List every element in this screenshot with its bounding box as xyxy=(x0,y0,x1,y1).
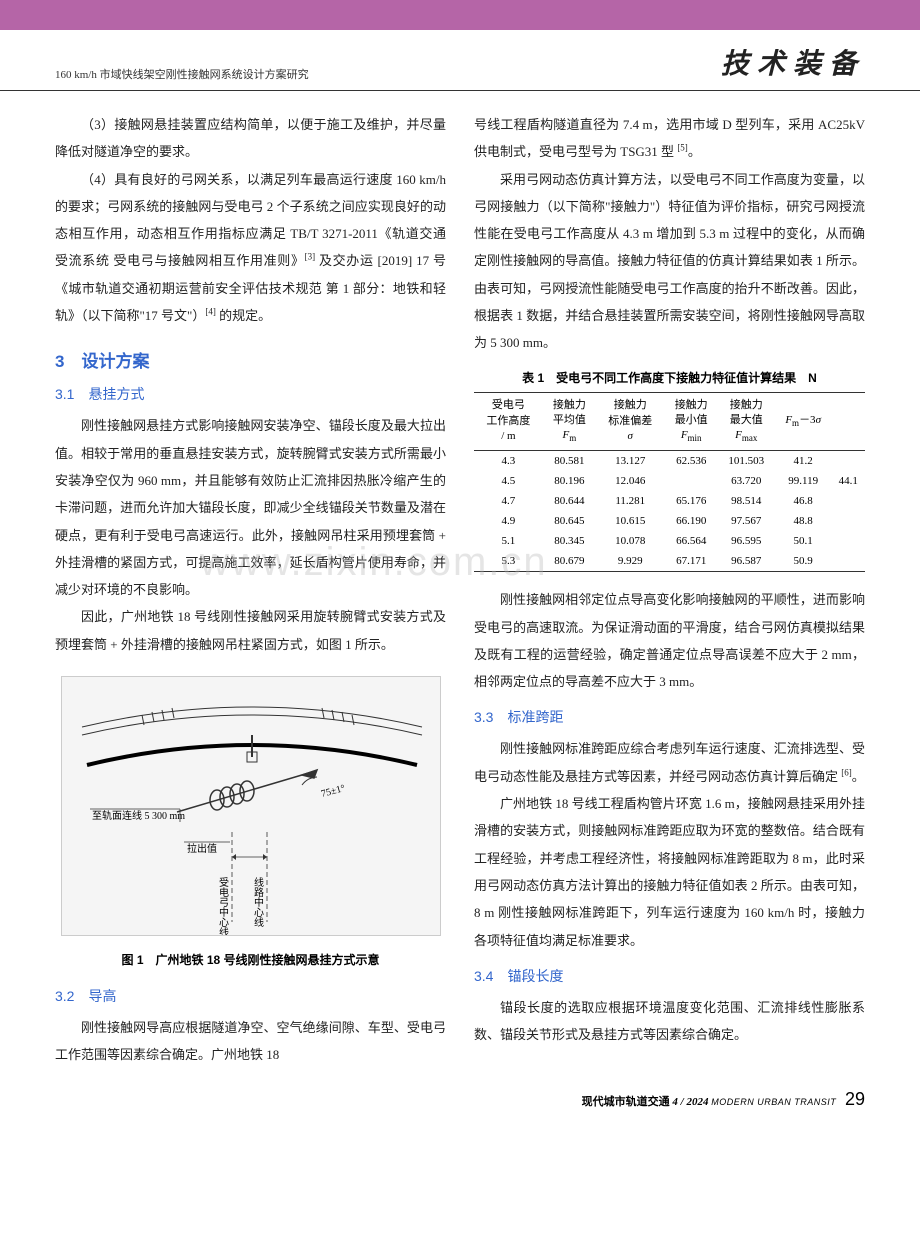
header-article-title: 160 km/h 市域快线架空刚性接触网系统设计方案研究 xyxy=(55,66,309,82)
table-row: 5.180.34510.07866.56496.59550.1 xyxy=(474,531,865,551)
figure-1-caption: 图 1 广州地铁 18 号线刚性接触网悬挂方式示意 xyxy=(55,951,446,968)
footer-page-number: 29 xyxy=(845,1089,865,1109)
page-header: 160 km/h 市域快线架空刚性接触网系统设计方案研究 技术装备 xyxy=(0,30,920,91)
subsection-3-1-title: 3.1 悬挂方式 xyxy=(55,384,446,404)
figure-1-container: 75±1° 至轨面连线 5 300 mm 拉出值 受电弓中心线 线路中心线 xyxy=(55,676,446,968)
footer-en: MODERN URBAN TRANSIT xyxy=(711,1097,836,1107)
subsection-3-4-title: 3.4 锚段长度 xyxy=(474,966,865,986)
para-4: （4）具有良好的弓网关系，以满足列车最高运行速度 160 km/h 的要求；弓网… xyxy=(55,166,446,330)
left-column: （3）接触网悬挂装置应结构简单，以便于施工及维护，并尽量降低对隧道净空的要求。 … xyxy=(55,111,446,1069)
table-row: 4.580.19612.04663.72099.11944.1 xyxy=(474,471,865,491)
para-3: （3）接触网悬挂装置应结构简单，以便于施工及维护，并尽量降低对隧道净空的要求。 xyxy=(55,111,446,166)
subsection-3-2-title: 3.2 导高 xyxy=(55,986,446,1006)
table-1-body: 4.380.58113.12762.536101.50341.2 4.580.1… xyxy=(474,451,865,572)
para-r3: 刚性接触网相邻定位点导高变化影响接触网的平顺性，进而影响受电弓的高速取流。为保证… xyxy=(474,586,865,695)
para-3-1-a: 刚性接触网悬挂方式影响接触网安装净空、锚段长度及最大拉出值。相较于常用的垂直悬挂… xyxy=(55,412,446,603)
page-footer: 现代城市轨道交通 4 / 2024 MODERN URBAN TRANSIT 2… xyxy=(0,1089,920,1125)
table-row: 4.780.64411.28165.17698.51446.8 xyxy=(474,491,865,511)
svg-text:线路中心线: 线路中心线 xyxy=(251,876,263,927)
footer-issue: 4 / 2024 xyxy=(672,1096,708,1108)
para-r4: 刚性接触网标准跨距应综合考虑列车运行速度、汇流排选型、受电弓动态性能及悬挂方式等… xyxy=(474,735,865,790)
table-1-caption: 表 1 受电弓不同工作高度下接触力特征值计算结果 N xyxy=(474,369,865,386)
subsection-3-3-title: 3.3 标准跨距 xyxy=(474,707,865,727)
para-3-1-b: 因此，广州地铁 18 号线刚性接触网采用旋转腕臂式安装方式及预埋套筒 + 外挂滑… xyxy=(55,603,446,658)
table-1: 受电弓 工作高度 / m 接触力 平均值 Fm 接触力 标准偏差 σ xyxy=(474,392,865,573)
svg-text:受电弓中心线: 受电弓中心线 xyxy=(216,877,228,936)
para-r1: 号线工程盾构隧道直径为 7.4 m，选用市域 D 型列车，采用 AC25kV 供… xyxy=(474,111,865,166)
footer-journal: 现代城市轨道交通 xyxy=(582,1096,670,1108)
svg-text:至轨面连线 5 300 mm: 至轨面连线 5 300 mm xyxy=(92,809,185,822)
header-section-name: 技术装备 xyxy=(721,42,865,82)
right-column: 号线工程盾构隧道直径为 7.4 m，选用市域 D 型列车，采用 AC25kV 供… xyxy=(474,111,865,1069)
top-decorative-bar xyxy=(0,0,920,30)
section-3-title: 3 设计方案 xyxy=(55,347,446,372)
th-fm3s: Fm－3σ xyxy=(775,392,832,451)
th-min: 接触力 最小值 Fmin xyxy=(665,392,718,451)
th-height: 受电弓 工作高度 / m xyxy=(474,392,543,451)
svg-text:拉出值: 拉出值 xyxy=(187,842,217,855)
content-area: （3）接触网悬挂装置应结构简单，以便于施工及维护，并尽量降低对隧道净空的要求。 … xyxy=(0,111,920,1089)
table-row: 4.980.64510.61566.19097.56748.8 xyxy=(474,511,865,531)
table-row: 5.380.6799.92967.17196.58750.9 xyxy=(474,551,865,572)
th-max: 接触力 最大值 Fmax xyxy=(718,392,775,451)
table-row: 4.380.58113.12762.536101.50341.2 xyxy=(474,451,865,472)
para-r5: 广州地铁 18 号线工程盾构管片环宽 1.6 m，接触网悬挂采用外挂滑槽的安装方… xyxy=(474,790,865,954)
th-sd: 接触力 标准偏差 σ xyxy=(596,392,665,451)
figure-1-diagram: 75±1° 至轨面连线 5 300 mm 拉出值 受电弓中心线 线路中心线 xyxy=(61,676,441,936)
th-mean: 接触力 平均值 Fm xyxy=(543,392,596,451)
para-r2: 采用弓网动态仿真计算方法，以受电弓不同工作高度为变量，以弓网接触力（以下简称"接… xyxy=(474,166,865,357)
svg-text:75±1°: 75±1° xyxy=(319,783,346,800)
para-3-2: 刚性接触网导高应根据隧道净空、空气绝缘间隙、车型、受电弓工作范围等因素综合确定。… xyxy=(55,1014,446,1069)
para-r6: 锚段长度的选取应根据环境温度变化范围、汇流排线性膨胀系数、锚段关节形式及悬挂方式… xyxy=(474,994,865,1049)
